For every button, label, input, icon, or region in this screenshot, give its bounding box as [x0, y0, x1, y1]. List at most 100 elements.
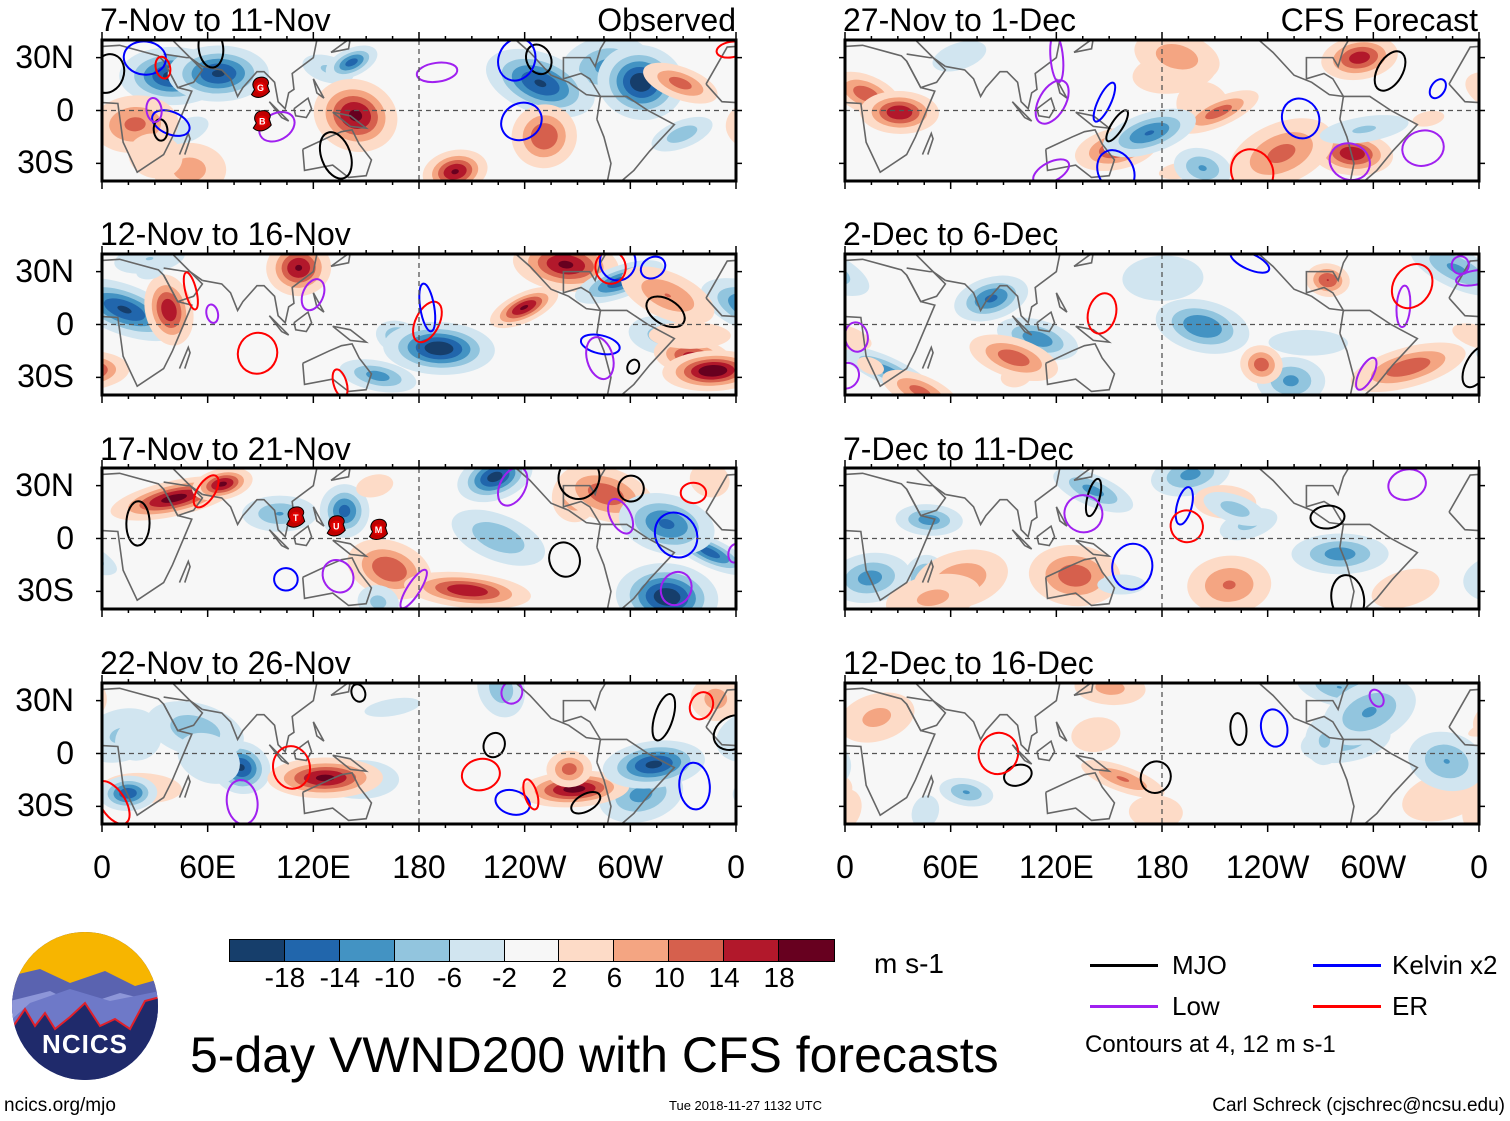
negative-anomaly — [1268, 329, 1348, 356]
positive-anomaly — [845, 323, 872, 351]
wave-contour — [182, 271, 199, 311]
negative-anomaly — [211, 70, 225, 78]
wave-contour — [557, 468, 601, 500]
coastline — [102, 258, 193, 388]
wave-contour — [1139, 760, 1172, 794]
coastline — [312, 292, 325, 313]
wave-contour — [1174, 486, 1194, 526]
coastline — [596, 738, 676, 824]
coastline — [162, 696, 204, 732]
legend-mjo-label: MJO — [1172, 950, 1227, 980]
positive-anomaly — [520, 305, 529, 310]
map-root: GB — [96, 32, 742, 189]
colorbar-label: 2 — [551, 962, 568, 993]
negative-anomaly — [1361, 706, 1377, 718]
negative-anomaly — [1443, 759, 1450, 764]
negative-anomaly — [117, 305, 132, 314]
coastline — [596, 309, 676, 395]
coastline — [1075, 325, 1112, 344]
coastline — [1073, 468, 1094, 482]
tropical-cyclone-icon: G — [250, 76, 271, 98]
map-root — [839, 246, 1485, 403]
wave-contour — [497, 40, 537, 82]
negative-anomaly — [1198, 165, 1207, 172]
coastline — [914, 683, 1061, 754]
wave-contour — [145, 96, 163, 123]
positive-anomaly — [886, 105, 913, 120]
map-root — [839, 460, 1485, 617]
panel-title-fcst-4: 12-Dec to 16-Dec — [843, 645, 1094, 681]
wave-contour — [598, 254, 637, 282]
negative-anomaly — [1283, 375, 1299, 387]
map-content — [845, 40, 1479, 181]
positive-anomaly — [1339, 146, 1365, 161]
x-axis-label: 120W — [482, 849, 567, 885]
positive-anomaly — [1058, 564, 1092, 587]
coastline — [171, 254, 318, 325]
wave-contour — [500, 683, 524, 705]
tropical-cyclone-icon: M — [368, 518, 389, 541]
positive-anomaly — [1349, 51, 1370, 64]
negative-anomaly — [658, 519, 675, 530]
ncics-logo: NCICS — [10, 931, 160, 1081]
wave-contour — [1368, 688, 1385, 708]
panel-title-fcst-2: 2-Dec to 6-Dec — [843, 216, 1059, 252]
coastline — [596, 523, 676, 609]
wave-contour — [192, 474, 220, 509]
wave-contour — [845, 361, 861, 390]
positive-anomaly — [736, 771, 746, 804]
wave-contour — [1461, 344, 1479, 389]
footer-website[interactable]: ncics.org/mjo — [4, 1095, 116, 1116]
positive-anomaly — [1267, 144, 1296, 164]
panel-title-fcst-1: 27-Nov to 1-Dec — [843, 2, 1076, 38]
positive-anomaly — [561, 763, 577, 775]
negative-anomaly — [1122, 255, 1204, 301]
coastline — [1339, 523, 1419, 609]
positive-anomaly — [124, 117, 146, 132]
colorbar-swatch — [284, 940, 340, 961]
negative-anomaly — [984, 294, 998, 303]
coastline — [301, 343, 373, 393]
positive-anomaly — [997, 349, 1030, 367]
positive-anomaly — [862, 707, 892, 728]
y-axis-label: 30N — [15, 252, 74, 289]
y-axis-label: 30N — [15, 681, 74, 718]
wave-contour — [977, 731, 1020, 776]
coastline — [1075, 754, 1112, 773]
map-panel — [96, 246, 742, 403]
wave-contour — [1455, 269, 1479, 287]
coastline — [293, 739, 313, 762]
wave-contour — [645, 295, 686, 329]
negative-anomaly — [1336, 686, 1342, 689]
colorbar-label: -2 — [492, 962, 517, 993]
legend-low-label: Low — [1172, 991, 1220, 1021]
map-frame — [100, 466, 738, 611]
coastline — [293, 524, 313, 547]
coastline — [845, 472, 936, 602]
coastline — [1258, 683, 1350, 741]
negative-anomaly — [911, 795, 940, 824]
map-frame — [843, 252, 1481, 397]
wave-contour — [607, 497, 635, 535]
storm-label: B — [259, 117, 266, 127]
wave-contour — [331, 368, 349, 395]
coastline — [1044, 343, 1116, 393]
coastline — [921, 559, 934, 583]
negative-anomaly — [918, 514, 940, 526]
map-canvas — [839, 460, 1485, 617]
negative-anomaly — [645, 760, 663, 769]
negative-anomaly — [364, 697, 421, 717]
map-frame — [843, 681, 1481, 826]
figure-title: 5-day VWND200 with CFS forecasts — [190, 1027, 999, 1083]
negative-anomaly — [1144, 130, 1155, 136]
coastline — [1339, 738, 1419, 824]
negative-anomaly — [698, 546, 721, 559]
x-axis-label: 120E — [275, 849, 351, 885]
wave-contour — [659, 570, 693, 607]
y-axis-label: 30S — [17, 144, 74, 181]
negative-anomaly — [1183, 314, 1222, 338]
x-axis-label: 0 — [93, 849, 111, 885]
positive-anomaly — [1155, 43, 1199, 70]
negative-anomaly — [345, 58, 358, 67]
coastline — [178, 559, 191, 583]
